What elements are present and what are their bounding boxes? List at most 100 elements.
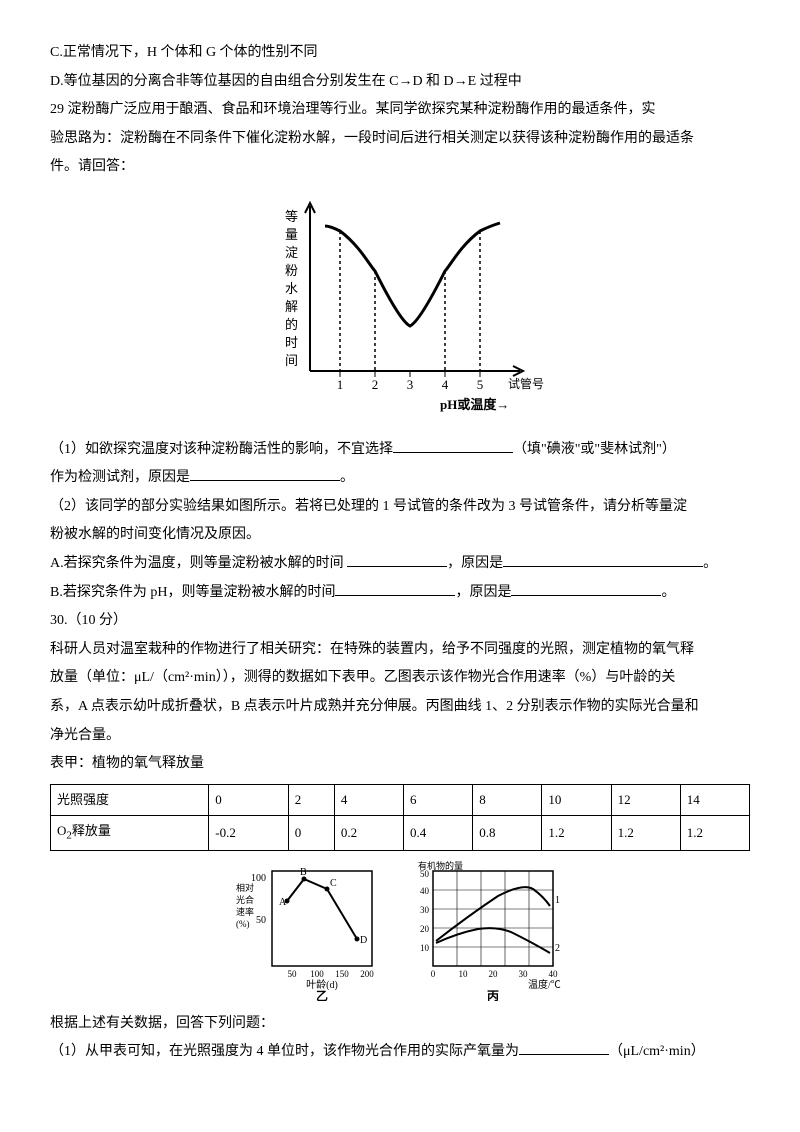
chart1-yl-7: 的: [285, 317, 298, 332]
c3-x30: 30: [518, 969, 528, 979]
cell: 0.4: [404, 816, 473, 850]
q30-follow: 根据上述有关数据，回答下列问题：: [50, 1011, 750, 1038]
q30-1b: （μL/cm²·min）: [609, 1044, 705, 1059]
q29-a: A.若探究条件为温度，则等量淀粉被水解的时间 ，原因是。: [50, 551, 750, 578]
q30-1a: （1）从甲表可知，在光照强度为 4 单位时，该作物光合作用的实际产氧量为: [50, 1044, 519, 1059]
q29-1a: （1）如欲探究温度对该种淀粉酶活性的影响，不宜选择: [50, 442, 393, 457]
q29-A-end: 。: [703, 556, 717, 571]
cell: 0: [209, 784, 288, 816]
q29-A-text: A.若探究条件为温度，则等量淀粉被水解的时间: [50, 556, 344, 571]
c2-x2: 100: [311, 969, 325, 979]
c3-x20: 20: [488, 969, 498, 979]
chart1-yl-5: 水: [285, 281, 298, 296]
cell: 4: [334, 784, 403, 816]
cell: O2释放量: [51, 816, 209, 850]
cell: 1.2: [680, 816, 749, 850]
chart1-yl-6: 解: [285, 299, 298, 314]
q29-B-end: 。: [661, 585, 675, 600]
c2-yl: 相对: [236, 882, 254, 893]
blank-3[interactable]: [347, 553, 447, 567]
c3-s1: 1: [555, 895, 560, 906]
blank-4[interactable]: [503, 553, 703, 567]
q29-line2: 验思路为：淀粉酶在不同条件下催化淀粉水解，一段时间后进行相关测定以获得该种淀粉酶…: [50, 126, 750, 153]
table-caption: 表甲：植物的氧气释放量: [50, 751, 750, 778]
q30-p2: 放量（单位：μL/（cm²·min）），测得的数据如下表甲。乙图表示该作物光合作…: [50, 665, 750, 692]
o2-rest: 释放量: [72, 823, 111, 838]
c2-x4: 200: [361, 969, 375, 979]
c3-cap: 丙: [487, 989, 499, 1001]
blank-5[interactable]: [335, 582, 455, 596]
table-甲: 光照强度 0 2 4 6 8 10 12 14 O2释放量 -0.2 0 0.2…: [50, 784, 750, 851]
c2-x1: 50: [288, 969, 298, 979]
cell: 0: [288, 816, 334, 850]
svg-text:(%): (%): [236, 919, 250, 929]
q29-B-text: B.若探究条件为 pH，则等量淀粉被水解的时间: [50, 585, 335, 600]
c3-x0: 0: [431, 969, 436, 979]
cell: 1.2: [611, 816, 680, 850]
cell: 2: [288, 784, 334, 816]
chart1-yl-2: 量: [285, 227, 298, 242]
c3-x40: 40: [548, 969, 558, 979]
c3-s2: 2: [555, 943, 560, 954]
c2-x3: 150: [336, 969, 350, 979]
blank-7[interactable]: [519, 1041, 609, 1055]
cell: 0.8: [473, 816, 542, 850]
c3-y20: 20: [420, 924, 430, 934]
q30-p1: 科研人员对温室栽种的作物进行了相关研究：在特殊的装置内，给予不同强度的光照，测定…: [50, 637, 750, 664]
charts-row: 50 100 50 100 150 200 A B C D 相对 光合 速率 (…: [50, 861, 750, 1001]
svg-text:速率: 速率: [236, 906, 254, 917]
chart-1-wrap: 1 2 3 4 5 等 量 淀 粉 水 解 的 时 间 试管号 pH或温度→: [50, 191, 750, 427]
chart1-yl-9: 间: [285, 353, 298, 368]
cell: 0.2: [334, 816, 403, 850]
chart1-yl-8: 时: [285, 335, 298, 350]
cell: 1.2: [542, 816, 611, 850]
c2-B: B: [300, 867, 307, 878]
chart1-xlabel: 试管号: [508, 376, 544, 391]
chart1-tick-3: 3: [407, 377, 414, 392]
c2-cap: 乙: [316, 989, 328, 1001]
option-c: C.正常情况下，H 个体和 G 个体的性别不同: [50, 40, 750, 67]
cell: 14: [680, 784, 749, 816]
table-row: 光照强度 0 2 4 6 8 10 12 14: [51, 784, 750, 816]
c2-y50: 50: [256, 915, 266, 926]
chart-2-svg: 50 100 50 100 150 200 A B C D 相对 光合 速率 (…: [232, 861, 382, 1001]
chart1-yl-4: 粉: [285, 263, 298, 278]
c2-C: C: [330, 878, 337, 889]
chart1-tick-1: 1: [337, 377, 344, 392]
q29-b: B.若探究条件为 pH，则等量淀粉被水解的时间 ，原因是 。: [50, 580, 750, 607]
chart1-yl-3: 淀: [285, 245, 298, 260]
q29-1c: 作为检测试剂，原因是: [50, 470, 190, 485]
blank-6[interactable]: [511, 582, 661, 596]
q30-p4: 净光合量。: [50, 723, 750, 750]
c3-y10: 10: [420, 943, 430, 953]
cell: 8: [473, 784, 542, 816]
q29-B-mid: ，原因是: [455, 585, 511, 600]
blank-1[interactable]: [393, 439, 513, 453]
c2-A: A: [279, 897, 287, 908]
chart1-tick-5: 5: [477, 377, 484, 392]
q29-2b: 粉被水解的时间变化情况及原因。: [50, 522, 750, 549]
q30-p3: 系，A 点表示幼叶成折叠状，B 点表示叶片成熟并充分伸展。丙图曲线 1、2 分别…: [50, 694, 750, 721]
chart1-tick-2: 2: [372, 377, 379, 392]
q29-line1: 29 淀粉酶广泛应用于酿酒、食品和环境治理等行业。某同学欲探究某种淀粉酶作用的最…: [50, 97, 750, 124]
q29-2a: （2）该同学的部分实验结果如图所示。若将已处理的 1 号试管的条件改为 3 号试…: [50, 494, 750, 521]
cell: 6: [404, 784, 473, 816]
cell: 10: [542, 784, 611, 816]
chart1-tick-4: 4: [442, 377, 449, 392]
c2-D: D: [360, 935, 367, 946]
q29-1b: （填"碘液"或"斐林试剂"）: [513, 442, 676, 457]
chart1-caption: pH或温度→: [440, 397, 509, 412]
q29-1d: 。: [340, 470, 354, 485]
c3-y40: 40: [420, 886, 430, 896]
table-row: O2释放量 -0.2 0 0.2 0.4 0.8 1.2 1.2 1.2: [51, 816, 750, 850]
c3-yl: 有机物的量: [418, 861, 463, 871]
c3-x10: 10: [458, 969, 468, 979]
blank-2[interactable]: [190, 467, 340, 481]
o2-o: O: [57, 823, 66, 838]
chart-1-svg: 1 2 3 4 5 等 量 淀 粉 水 解 的 时 间 试管号 pH或温度→: [250, 191, 550, 416]
q29-line3: 件。请回答：: [50, 154, 750, 181]
svg-text:光合: 光合: [236, 894, 254, 905]
chart1-yl-1: 等: [285, 209, 298, 224]
q29-1: （1）如欲探究温度对该种淀粉酶活性的影响，不宜选择 （填"碘液"或"斐林试剂"）: [50, 437, 750, 464]
c3-xlabel: 温度/℃: [528, 978, 561, 991]
